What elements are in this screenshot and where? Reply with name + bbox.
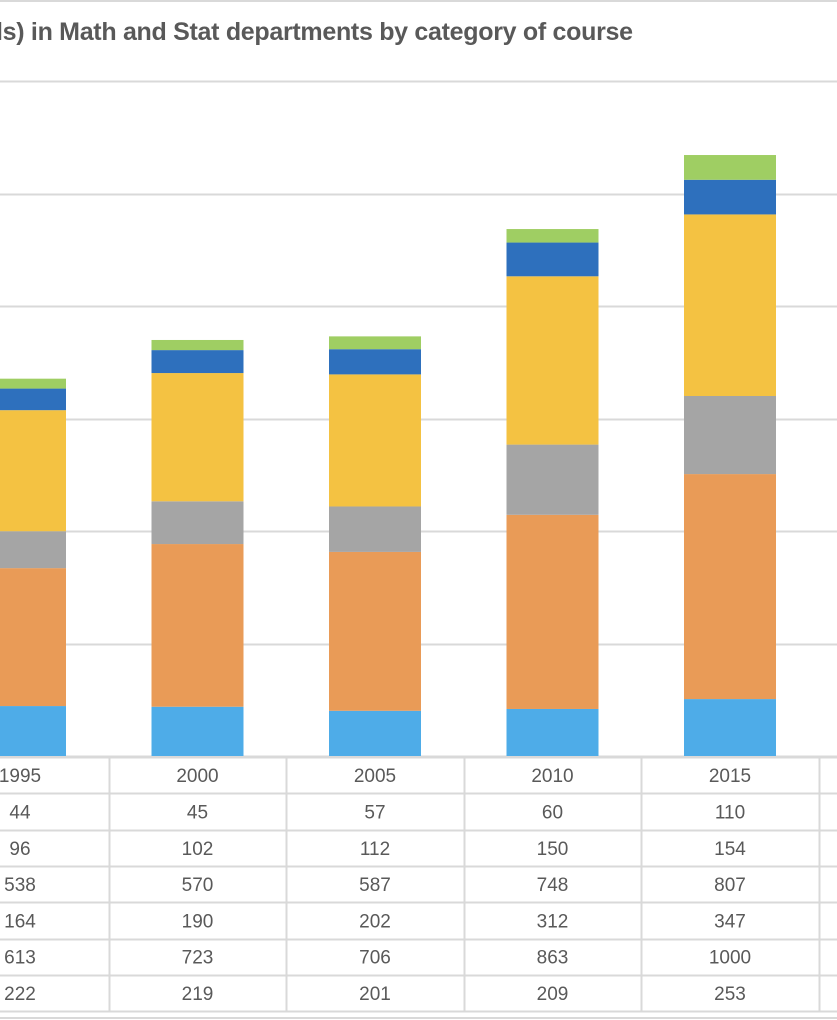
bar-2005-series-2 <box>329 551 421 711</box>
bar-1995-series-5 <box>0 388 66 411</box>
bar-2015-series-5 <box>684 179 776 215</box>
bar-2005-series-4 <box>329 374 421 507</box>
table-cell-2010-series-3: 312 <box>537 911 569 932</box>
table-cell-2015-series-4: 807 <box>714 875 746 896</box>
bar-2000-series-6 <box>151 339 244 351</box>
bar-2015-series-1 <box>684 699 776 756</box>
chart-title: ls) in Math and Stat departments by cate… <box>0 18 633 46</box>
bar-2015-series-4 <box>684 214 776 396</box>
table-cell-2000-series-2: 723 <box>182 948 214 969</box>
table-cell-2010-series-2: 863 <box>537 948 569 969</box>
bars <box>0 155 776 756</box>
table-cell-1995-series-5: 96 <box>9 839 30 860</box>
bar-2010-series-4 <box>506 276 599 445</box>
table-cell-1995-series-1: 222 <box>4 984 36 1005</box>
table-cell-1995-series-4: 538 <box>4 875 36 896</box>
bar-2015-series-3 <box>684 396 776 475</box>
table-header-2010: 2010 <box>531 766 573 787</box>
table-cell-1995-series-2: 613 <box>4 948 36 969</box>
bar-2000-series-5 <box>151 350 244 374</box>
bar-2000-series-1 <box>151 706 244 756</box>
bar-1995-series-6 <box>0 378 66 389</box>
bar-2010-series-1 <box>506 708 599 756</box>
table-header-1995: 1995 <box>0 766 41 787</box>
bar-2010-series-2 <box>506 514 599 709</box>
bar-2010-series-3 <box>506 444 599 515</box>
table-cell-2000-series-4: 570 <box>182 875 214 896</box>
bar-2000-series-2 <box>151 544 244 707</box>
bar-2015-series-6 <box>684 155 776 180</box>
bar-1995-series-3 <box>0 531 66 569</box>
table-cell-2005-series-1: 201 <box>359 984 391 1005</box>
table-cell-2000-series-5: 102 <box>182 839 214 860</box>
bar-2005-series-5 <box>329 349 421 375</box>
bar-2005-series-1 <box>329 710 421 756</box>
table-cell-2015-series-5: 154 <box>714 839 746 860</box>
data-table: 1995 2000 2005 2010 2015 44 45 57 60 110 96 102 112 1… <box>0 756 837 1019</box>
table-cell-2010-series-4: 748 <box>537 875 569 896</box>
bar-2000-series-4 <box>151 373 244 502</box>
bar-2010-series-6 <box>506 229 599 243</box>
bar-1995-series-2 <box>0 568 66 707</box>
table-cell-2005-series-4: 587 <box>359 875 391 896</box>
table-cell-2000-series-1: 219 <box>182 984 214 1005</box>
table-header-2015: 2015 <box>709 766 751 787</box>
table-cell-2015-series-3: 347 <box>714 911 746 932</box>
table-cell-2010-series-6: 60 <box>542 802 563 823</box>
table-cell-2015-series-1: 253 <box>714 984 746 1005</box>
table-cell-2015-series-2: 1000 <box>709 948 751 969</box>
table-cell-1995-series-3: 164 <box>4 911 36 932</box>
table-cell-2005-series-6: 57 <box>364 802 385 823</box>
table-cell-2005-series-2: 706 <box>359 948 391 969</box>
table-header-2000: 2000 <box>176 766 218 787</box>
bar-2015-series-2 <box>684 474 776 700</box>
table-cell-2010-series-5: 150 <box>537 839 569 860</box>
table-cell-2015-series-6: 110 <box>715 802 745 823</box>
bar-2010-series-5 <box>506 242 599 277</box>
table-cell-2005-series-5: 112 <box>360 839 390 860</box>
table-header-2005: 2005 <box>354 766 396 787</box>
table-cell-2005-series-3: 202 <box>359 911 391 932</box>
table-cell-2010-series-1: 209 <box>537 984 569 1005</box>
bar-2005-series-3 <box>329 506 421 552</box>
table-cell-2000-series-6: 45 <box>187 802 208 823</box>
bar-1995-series-1 <box>0 706 66 756</box>
table-cell-2000-series-3: 190 <box>182 911 214 932</box>
table-cell-1995-series-6: 44 <box>9 802 31 823</box>
bar-1995-series-4 <box>0 410 66 532</box>
bar-2000-series-3 <box>151 501 244 545</box>
bar-2005-series-6 <box>329 336 421 350</box>
top-border <box>0 0 837 2</box>
